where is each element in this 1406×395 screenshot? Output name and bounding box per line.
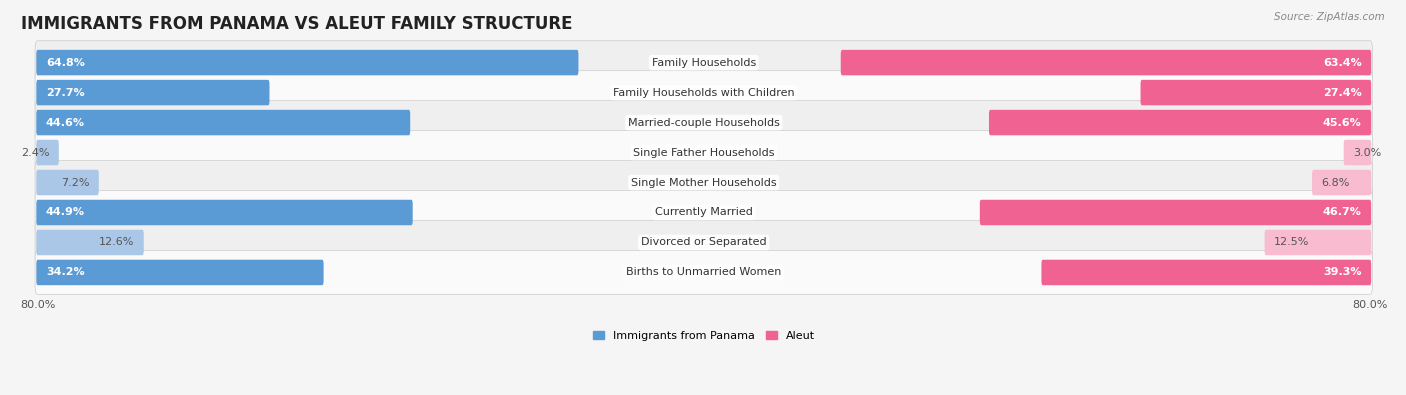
- FancyBboxPatch shape: [35, 191, 1372, 234]
- Legend: Immigrants from Panama, Aleut: Immigrants from Panama, Aleut: [588, 326, 820, 346]
- FancyBboxPatch shape: [1042, 260, 1371, 285]
- FancyBboxPatch shape: [35, 71, 1372, 115]
- FancyBboxPatch shape: [37, 170, 98, 195]
- Text: Married-couple Households: Married-couple Households: [628, 118, 780, 128]
- FancyBboxPatch shape: [980, 200, 1371, 225]
- Text: Single Father Households: Single Father Households: [633, 148, 775, 158]
- FancyBboxPatch shape: [1312, 170, 1371, 195]
- FancyBboxPatch shape: [988, 110, 1371, 135]
- FancyBboxPatch shape: [1264, 230, 1371, 255]
- FancyBboxPatch shape: [37, 80, 270, 105]
- Text: 63.4%: 63.4%: [1323, 58, 1361, 68]
- FancyBboxPatch shape: [35, 101, 1372, 145]
- FancyBboxPatch shape: [1344, 140, 1371, 165]
- Text: 2.4%: 2.4%: [21, 148, 49, 158]
- Text: 44.6%: 44.6%: [46, 118, 84, 128]
- Text: 12.5%: 12.5%: [1274, 237, 1309, 248]
- FancyBboxPatch shape: [35, 220, 1372, 264]
- FancyBboxPatch shape: [37, 110, 411, 135]
- FancyBboxPatch shape: [37, 200, 413, 225]
- Text: Family Households with Children: Family Households with Children: [613, 88, 794, 98]
- Text: 3.0%: 3.0%: [1354, 148, 1382, 158]
- Text: Divorced or Separated: Divorced or Separated: [641, 237, 766, 248]
- FancyBboxPatch shape: [37, 50, 578, 75]
- FancyBboxPatch shape: [841, 50, 1371, 75]
- FancyBboxPatch shape: [35, 161, 1372, 204]
- Text: 45.6%: 45.6%: [1323, 118, 1361, 128]
- Text: 44.9%: 44.9%: [46, 207, 84, 218]
- Text: Single Mother Households: Single Mother Households: [631, 177, 776, 188]
- FancyBboxPatch shape: [35, 131, 1372, 175]
- Text: 46.7%: 46.7%: [1323, 207, 1361, 218]
- Text: 7.2%: 7.2%: [60, 177, 89, 188]
- Text: Currently Married: Currently Married: [655, 207, 752, 218]
- FancyBboxPatch shape: [35, 250, 1372, 294]
- FancyBboxPatch shape: [37, 260, 323, 285]
- Text: 27.7%: 27.7%: [46, 88, 84, 98]
- FancyBboxPatch shape: [37, 140, 59, 165]
- Text: IMMIGRANTS FROM PANAMA VS ALEUT FAMILY STRUCTURE: IMMIGRANTS FROM PANAMA VS ALEUT FAMILY S…: [21, 15, 572, 33]
- FancyBboxPatch shape: [37, 230, 143, 255]
- Text: Family Households: Family Households: [651, 58, 756, 68]
- Text: 39.3%: 39.3%: [1323, 267, 1361, 277]
- Text: 64.8%: 64.8%: [46, 58, 84, 68]
- Text: 27.4%: 27.4%: [1323, 88, 1361, 98]
- Text: 12.6%: 12.6%: [98, 237, 134, 248]
- Text: Births to Unmarried Women: Births to Unmarried Women: [626, 267, 782, 277]
- Text: 34.2%: 34.2%: [46, 267, 84, 277]
- FancyBboxPatch shape: [1140, 80, 1371, 105]
- Text: 6.8%: 6.8%: [1322, 177, 1350, 188]
- FancyBboxPatch shape: [35, 41, 1372, 85]
- Text: Source: ZipAtlas.com: Source: ZipAtlas.com: [1274, 12, 1385, 22]
